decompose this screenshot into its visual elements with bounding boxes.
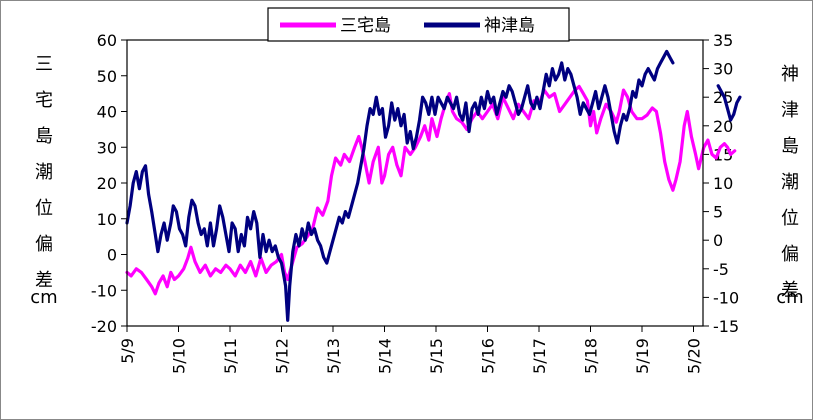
left-y-tick-label: -20: [91, 317, 117, 336]
series-line-kozushima: [125, 49, 675, 322]
right-y-tick-label: 5: [713, 203, 723, 222]
left-y-label-char: 位: [35, 198, 53, 219]
x-tick-label: 5/18: [582, 338, 601, 374]
x-tick-label: 5/20: [685, 338, 704, 374]
legend-label-kozushima: 神津島: [484, 16, 535, 36]
x-tick-label: 5/14: [376, 338, 395, 374]
right-y-label-char: 位: [781, 208, 799, 229]
left-y-tick-label: 10: [97, 210, 117, 229]
left-y-tick-label: 0: [107, 246, 117, 265]
right-y-label-char: 津: [781, 100, 799, 121]
x-tick-label: 5/17: [530, 338, 549, 374]
left-y-axis: 60 50 40 30 20 10 0 -10 -20: [91, 31, 127, 336]
left-y-tick-label: -10: [91, 281, 117, 300]
right-y-tick-label: 0: [713, 231, 723, 250]
left-y-label-char: 宅: [35, 90, 53, 111]
left-y-label-char: cm: [30, 287, 57, 308]
right-y-label-char: 偏: [781, 244, 799, 265]
legend: 三宅島 神津島: [267, 7, 570, 42]
right-y-tick-label: -10: [713, 288, 739, 307]
right-y-label-char: 神: [781, 64, 799, 85]
left-y-label-char: 島: [35, 126, 53, 147]
x-tick-label: 5/11: [221, 338, 240, 374]
left-y-label-char: 潮: [35, 162, 53, 183]
right-y-label-char: 差: [781, 280, 799, 301]
x-tick-label: 5/9: [118, 338, 137, 364]
x-tick-label: 5/10: [170, 338, 189, 374]
left-y-tick-label: 40: [97, 103, 117, 122]
left-y-tick-label: 50: [97, 67, 117, 86]
left-y-tick-label: 30: [97, 138, 117, 157]
x-tick-label: 5/13: [324, 338, 343, 374]
series-layer: [125, 49, 742, 322]
right-y-tick-label: 20: [713, 117, 733, 136]
left-y-label-char: 差: [35, 270, 53, 291]
right-y-tick-label: -5: [713, 260, 729, 279]
left-y-label-char: 偏: [35, 234, 53, 255]
right-y-tick-label: 10: [713, 174, 733, 193]
x-tick-label: 5/15: [427, 338, 446, 374]
x-tick-label: 5/19: [633, 338, 652, 374]
x-tick-label: 5/12: [273, 338, 292, 374]
x-axis: 5/9 5/10 5/11 5/12 5/13 5/14 5/15 5/16 5/17 5/18 5…: [118, 326, 704, 374]
right-y-tick-label: 30: [713, 60, 733, 79]
legend-label-miyakejima: 三宅島: [340, 16, 391, 36]
right-y-label-char: cm: [776, 287, 803, 308]
left-y-tick-label: 20: [97, 174, 117, 193]
right-y-tick-label: 35: [713, 31, 733, 50]
left-y-label-char: 三: [35, 54, 53, 75]
right-y-label-char: 潮: [781, 172, 799, 193]
right-y-tick-label: -15: [713, 317, 739, 336]
left-y-tick-label: 60: [97, 31, 117, 50]
right-y-label-char: 島: [781, 136, 799, 157]
x-tick-label: 5/16: [479, 338, 498, 374]
series-line-kozushima: [716, 84, 742, 122]
series-line-miyakejima: [125, 84, 737, 296]
